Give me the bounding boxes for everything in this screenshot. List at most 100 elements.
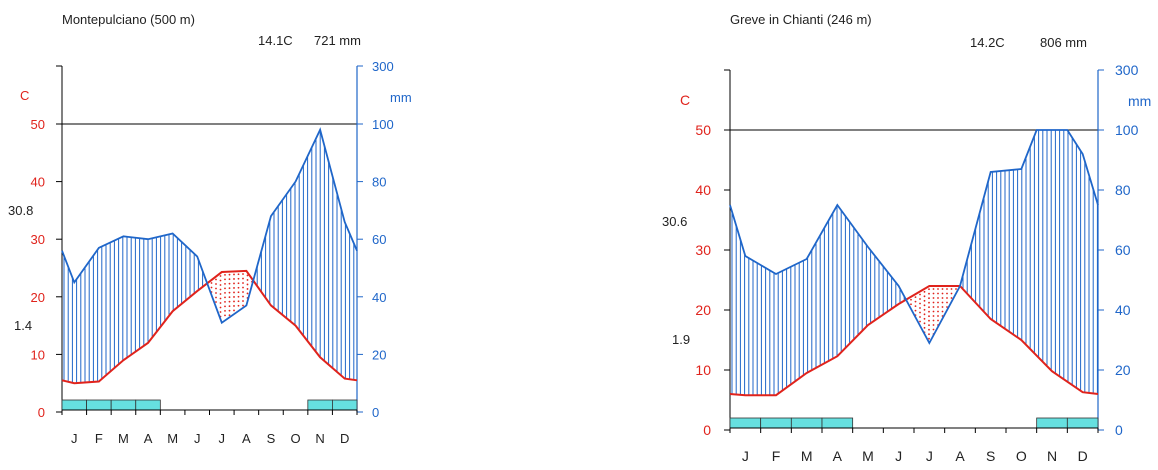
arid-dot xyxy=(919,320,921,323)
arid-dot xyxy=(228,309,231,312)
arid-dot xyxy=(923,313,926,316)
precip-tick-label: 100 xyxy=(372,117,394,132)
arid-dot xyxy=(919,302,921,305)
month-label: J xyxy=(219,431,226,446)
month-label: M xyxy=(862,448,874,464)
temp-tick-label: 20 xyxy=(695,302,711,318)
arid-dot xyxy=(219,302,222,304)
precip-tick-label: 300 xyxy=(1115,62,1139,78)
month-label: M xyxy=(801,448,813,464)
arid-dot xyxy=(246,274,249,277)
arid-dot xyxy=(242,304,244,307)
arid-dot xyxy=(233,309,235,312)
precip-tick-label: 40 xyxy=(1115,302,1131,318)
temp-tick-label: 0 xyxy=(38,405,45,420)
arid-dot xyxy=(919,307,921,309)
arid-dot xyxy=(219,288,222,291)
arid-dot xyxy=(946,301,948,304)
arid-dot xyxy=(242,295,244,298)
arid-dot xyxy=(224,278,226,281)
arid-dot xyxy=(910,298,912,301)
arid-dot xyxy=(219,306,222,309)
arid-dot xyxy=(219,275,222,277)
frost-month xyxy=(61,399,87,411)
arid-dot xyxy=(914,296,917,299)
arid-dot xyxy=(224,282,226,285)
precip-tick-label: 0 xyxy=(1115,422,1123,438)
arid-dot xyxy=(928,292,930,295)
arid-dot xyxy=(237,282,240,285)
arid-dots xyxy=(910,288,957,340)
arid-dot xyxy=(923,299,926,302)
precip-tick-label: 80 xyxy=(372,175,386,190)
arid-dot xyxy=(219,297,222,300)
arid-dot xyxy=(923,304,926,307)
temp-tick-label: 50 xyxy=(695,122,711,138)
frost-month xyxy=(307,399,333,411)
arid-dot xyxy=(932,310,935,313)
frost-bar xyxy=(61,399,358,411)
arid-dot xyxy=(932,292,935,295)
arid-dot xyxy=(224,309,226,312)
arid-dot xyxy=(914,309,917,312)
arid-dot xyxy=(932,324,935,326)
temperature-line xyxy=(61,269,358,385)
arid-dot xyxy=(215,296,217,299)
arid-dot xyxy=(228,287,231,290)
arid-dot xyxy=(215,292,217,294)
arid-dot xyxy=(228,291,231,294)
frost-month xyxy=(110,399,137,411)
temp-tick-label: 40 xyxy=(695,182,711,198)
arid-dot xyxy=(224,273,226,276)
arid-dot xyxy=(237,286,240,289)
arid-dot xyxy=(937,297,939,299)
precip-tick-label: 60 xyxy=(1115,242,1131,258)
arid-dot xyxy=(923,290,926,293)
arid-dot xyxy=(246,288,249,290)
side-value-min: 1.9 xyxy=(672,332,690,347)
arid-dot xyxy=(228,278,231,281)
arid-dot xyxy=(919,316,921,318)
arid-dot xyxy=(228,282,231,285)
arid-dot xyxy=(219,293,222,295)
arid-dot xyxy=(242,273,244,275)
arid-dot xyxy=(923,295,926,298)
month-label: N xyxy=(315,431,324,446)
month-label: S xyxy=(267,431,276,446)
arid-dot xyxy=(941,288,944,290)
mean-temperature: 14.2C xyxy=(970,35,1005,50)
frost-month xyxy=(86,399,112,411)
side-value-max: 30.8 xyxy=(8,203,33,218)
arid-dot xyxy=(932,301,935,304)
temp-tick-label: 50 xyxy=(31,117,45,132)
precip-tick-label: 100 xyxy=(1115,122,1139,138)
precip-tick-label: 80 xyxy=(1115,182,1131,198)
arid-dot xyxy=(932,315,935,317)
arid-dot xyxy=(950,297,953,299)
arid-dot xyxy=(946,288,948,290)
arid-dot xyxy=(932,319,935,322)
arid-dot xyxy=(233,300,235,303)
humid-hatching xyxy=(731,130,1098,396)
arid-dot xyxy=(932,288,935,290)
arid-dot xyxy=(228,273,231,276)
arid-dot xyxy=(941,292,944,295)
temp-unit-label: C xyxy=(20,88,29,103)
month-label: J xyxy=(194,431,201,446)
arid-dot xyxy=(950,288,953,290)
precipitation-line xyxy=(61,127,358,325)
precip-unit-label: mm xyxy=(1128,93,1151,109)
month-label: M xyxy=(118,431,129,446)
arid-dot xyxy=(237,300,240,303)
precip-tick-label: 60 xyxy=(372,232,386,247)
frost-month xyxy=(821,417,854,429)
arid-dot xyxy=(215,278,217,281)
arid-dot xyxy=(932,328,935,331)
arid-dot xyxy=(242,300,244,302)
arid-dot xyxy=(941,306,944,308)
arid-dot xyxy=(928,301,930,304)
precip-tick-label: 20 xyxy=(372,347,386,362)
arid-dot xyxy=(224,287,226,290)
arid-dot xyxy=(224,296,226,299)
